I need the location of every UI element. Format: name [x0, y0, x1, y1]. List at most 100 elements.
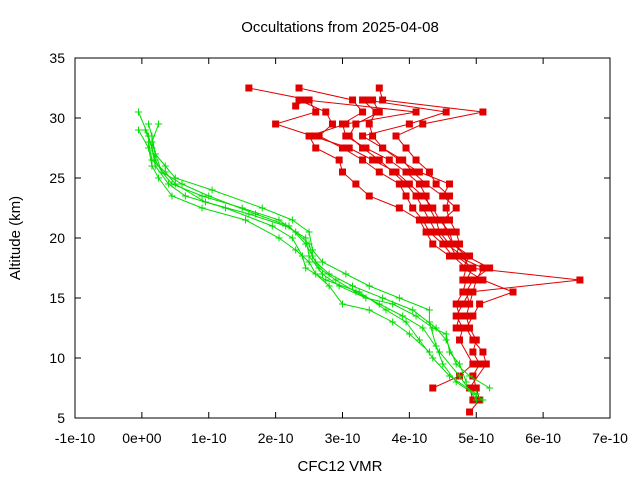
data-point-square: [245, 84, 253, 92]
data-point-cross: [171, 174, 179, 182]
data-point-square: [272, 120, 280, 128]
data-point-cross: [141, 126, 149, 134]
data-point-square: [452, 324, 460, 332]
x-tick-label: 0e+00: [122, 430, 162, 446]
data-point-square: [415, 216, 423, 224]
data-point-square: [442, 108, 450, 116]
data-point-square: [359, 108, 367, 116]
data-point-square: [476, 360, 484, 368]
data-point-square: [449, 240, 457, 248]
data-point-square: [349, 96, 357, 104]
data-point-cross: [145, 120, 153, 128]
data-point-cross: [161, 168, 169, 176]
data-point-square: [509, 288, 517, 296]
green-profile-12: [145, 138, 470, 386]
data-point-square: [365, 192, 373, 200]
data-point-cross: [325, 282, 333, 290]
data-point-cross: [308, 246, 316, 254]
data-point-square: [466, 300, 474, 308]
data-point-square: [456, 240, 464, 248]
data-point-square: [425, 168, 433, 176]
data-point-square: [446, 216, 453, 224]
data-point-square: [395, 156, 403, 164]
x-tick-label: 2e-10: [258, 430, 294, 446]
data-point-square: [362, 96, 370, 104]
data-point-square: [379, 144, 387, 152]
chart-title: Occultations from 2025-04-08: [241, 19, 439, 36]
data-point-square: [395, 180, 403, 188]
data-point-square: [486, 264, 494, 272]
data-point-square: [429, 204, 437, 212]
data-point-square: [359, 132, 367, 140]
data-point-cross: [402, 318, 410, 326]
data-point-square: [432, 180, 440, 188]
data-point-cross: [148, 156, 156, 164]
data-point-cross: [268, 222, 276, 230]
data-point-square: [466, 384, 474, 392]
green-profile-11: [145, 120, 487, 404]
data-point-square: [335, 156, 343, 164]
data-point-cross: [382, 306, 390, 314]
data-point-cross: [312, 270, 320, 278]
data-point-square: [342, 132, 350, 140]
data-point-cross: [302, 264, 310, 272]
data-point-square: [446, 252, 453, 260]
data-point-square: [462, 264, 470, 272]
data-point-cross: [446, 348, 453, 356]
data-point-cross: [305, 258, 313, 266]
data-point-square: [405, 180, 413, 188]
data-point-cross: [452, 378, 460, 386]
data-point-cross: [171, 180, 179, 188]
data-point-cross: [456, 360, 464, 368]
data-point-square: [469, 276, 477, 284]
data-point-square: [412, 108, 420, 116]
data-point-cross: [419, 324, 427, 332]
data-point-cross: [168, 192, 176, 200]
data-point-cross: [198, 204, 206, 212]
data-point-cross: [349, 282, 357, 290]
data-point-square: [429, 240, 437, 248]
data-point-square: [459, 276, 467, 284]
data-point-cross: [425, 318, 433, 326]
data-point-cross: [409, 306, 417, 314]
data-point-cross: [292, 246, 300, 254]
data-point-cross: [365, 306, 373, 314]
data-point-square: [402, 192, 410, 200]
data-point-cross: [472, 396, 480, 404]
axis-ticks: -1e-10 0e+00 1e-10 2e-10 3e-10 4e-10 5e-10 6e-1…: [49, 50, 628, 446]
data-point-square: [295, 84, 303, 92]
data-point-square: [456, 312, 464, 320]
data-point-square: [469, 360, 477, 368]
data-point-cross: [442, 336, 450, 344]
data-point-square: [469, 312, 477, 320]
data-point-square: [375, 108, 383, 116]
data-point-square: [385, 156, 393, 164]
data-point-square: [459, 324, 467, 332]
data-point-square: [429, 384, 437, 392]
red-profile-7: [359, 96, 453, 200]
data-point-square: [392, 132, 400, 140]
data-point-cross: [486, 384, 494, 392]
x-tick-label: 3e-10: [325, 430, 361, 446]
data-point-square: [312, 108, 320, 116]
data-point-square: [302, 96, 310, 104]
data-point-cross: [362, 294, 370, 302]
data-point-cross: [148, 162, 156, 170]
data-point-cross: [325, 270, 333, 278]
data-point-cross: [201, 198, 209, 206]
data-point-cross: [205, 192, 213, 200]
x-tick-label: 7e-10: [592, 430, 628, 446]
data-point-square: [422, 228, 430, 236]
data-point-cross: [425, 348, 433, 356]
data-point-cross: [302, 234, 310, 242]
data-point-square: [419, 120, 427, 128]
data-point-square: [452, 228, 460, 236]
data-point-square: [425, 216, 433, 224]
data-point-square: [479, 108, 487, 116]
data-point-cross: [318, 258, 326, 266]
y-tick-label: 25: [49, 170, 65, 186]
data-point-cross: [181, 192, 189, 200]
series-line: [144, 129, 477, 395]
data-point-square: [415, 168, 423, 176]
